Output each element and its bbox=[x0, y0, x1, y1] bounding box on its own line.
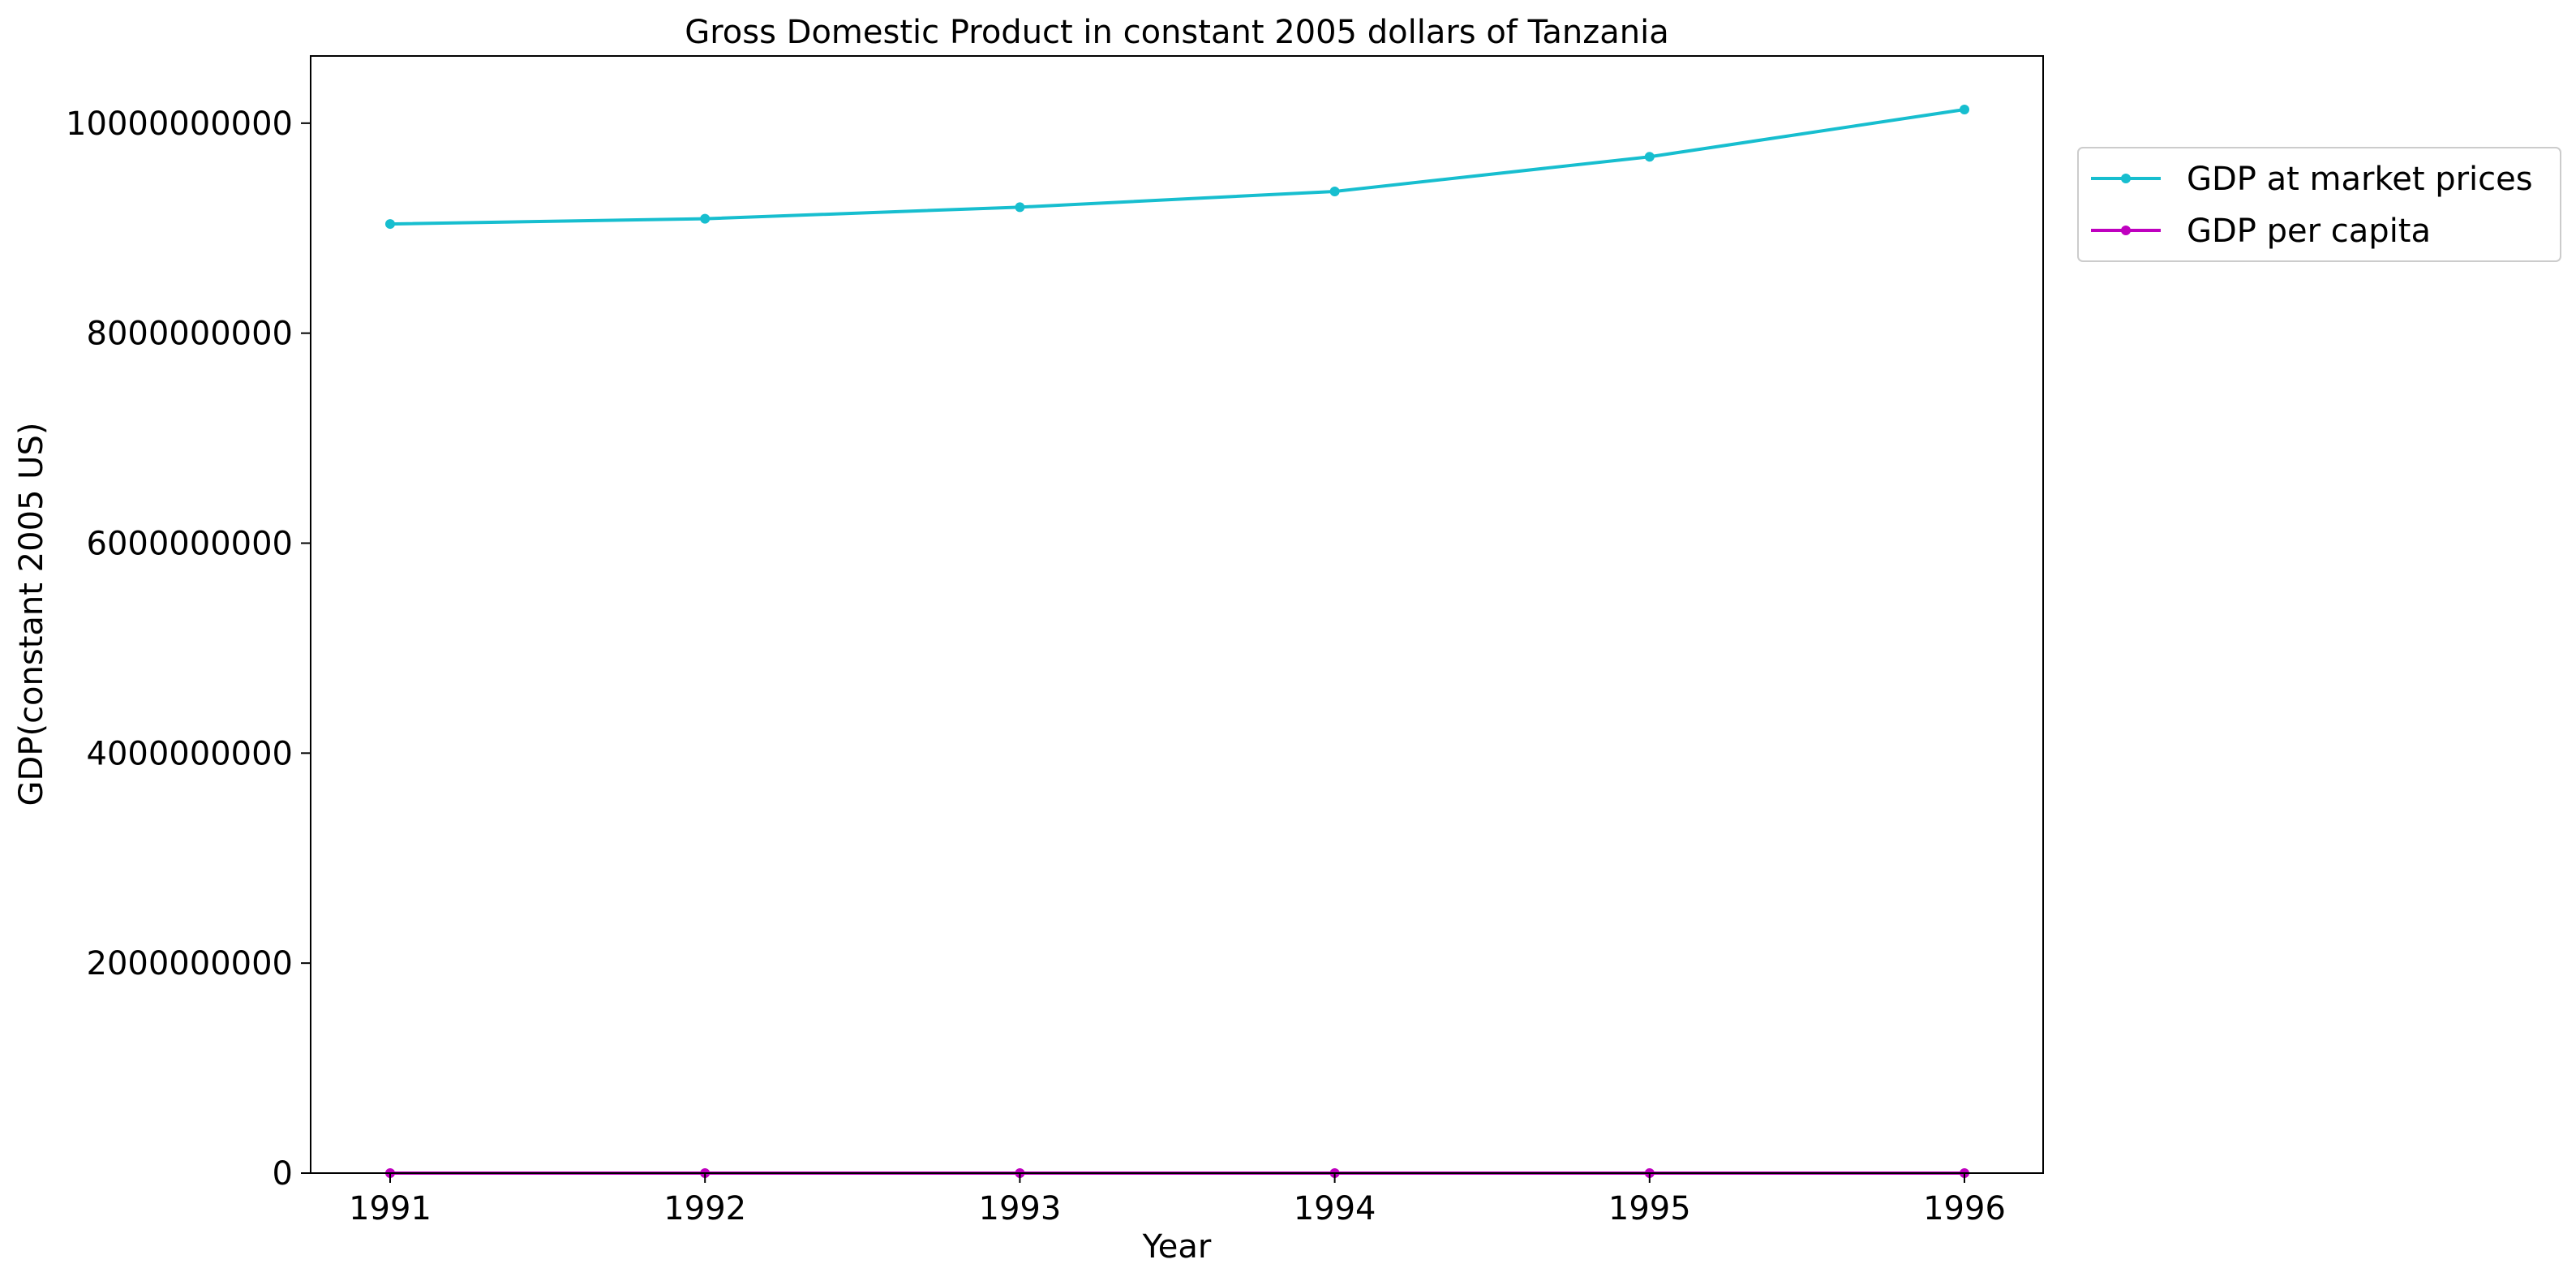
chart-title: Gross Domestic Product in constant 2005 … bbox=[685, 14, 1669, 51]
series-line bbox=[389, 108, 1965, 226]
data-point bbox=[385, 219, 395, 230]
y-tick-label: 2000000000 bbox=[87, 945, 294, 982]
y-tick-label: 4000000000 bbox=[87, 735, 294, 772]
x-axis-title: Year bbox=[1142, 1228, 1212, 1266]
data-point bbox=[1960, 105, 1969, 115]
data-point bbox=[700, 213, 711, 224]
y-tick-label: 0 bbox=[273, 1155, 293, 1193]
y-axis-title: GDP(constant 2005 US) bbox=[13, 423, 50, 806]
legend-marker bbox=[2121, 174, 2131, 183]
series-1 bbox=[385, 105, 1969, 230]
x-tick-label: 1995 bbox=[1608, 1190, 1691, 1227]
legend-label: GDP per capita bbox=[2187, 213, 2431, 250]
x-tick-label: 1994 bbox=[1294, 1190, 1376, 1227]
x-axis: 1991 1992 1993 1994 1995 1996 bbox=[349, 1173, 2006, 1227]
legend-marker bbox=[2121, 226, 2131, 235]
x-tick-label: 1992 bbox=[663, 1190, 746, 1227]
y-axis: 0 2000000000 4000000000 6000000000 800000000… bbox=[66, 105, 311, 1193]
x-tick-label: 1996 bbox=[1923, 1190, 2006, 1227]
plot-frame bbox=[310, 55, 2044, 1174]
y-tick-label: 10000000000 bbox=[66, 105, 293, 143]
x-tick-label: 1991 bbox=[349, 1190, 431, 1227]
data-point bbox=[1644, 152, 1655, 162]
legend-entry: GDP at market prices bbox=[2091, 161, 2533, 198]
legend-label: GDP at market prices bbox=[2187, 161, 2533, 198]
legend: GDP at market prices GDP per capita bbox=[2077, 147, 2561, 262]
y-tick-label: 6000000000 bbox=[87, 525, 294, 562]
data-point bbox=[1015, 202, 1025, 213]
x-tick-label: 1993 bbox=[979, 1190, 1062, 1227]
y-tick-label: 8000000000 bbox=[87, 316, 294, 353]
legend-box bbox=[2077, 147, 2561, 262]
legend-entry: GDP per capita bbox=[2091, 213, 2431, 250]
data-point bbox=[1329, 186, 1340, 196]
